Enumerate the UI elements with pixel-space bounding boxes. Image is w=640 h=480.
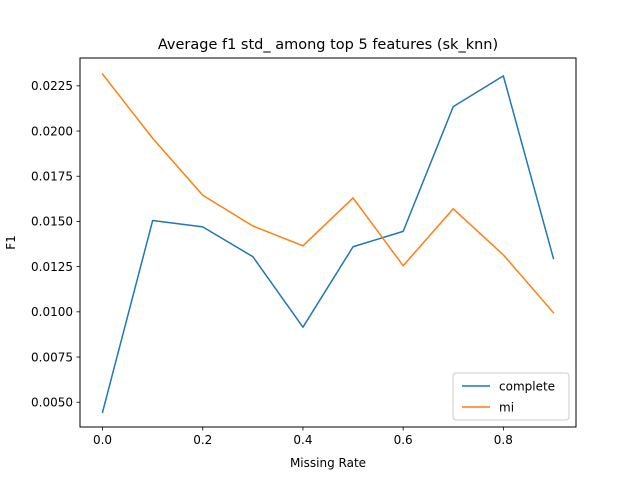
y-axis: 0.0050 0.0075 0.0100 0.0125 0.0150 0.0175 0.02… [31, 79, 80, 410]
y-tick-label: 0.0150 [31, 215, 73, 229]
legend: complete mi [452, 372, 570, 421]
y-tick-label: 0.0050 [31, 396, 73, 410]
legend-label-complete: complete [499, 379, 555, 393]
x-tick-label: 0.8 [494, 433, 513, 447]
y-tick-label: 0.0125 [31, 260, 73, 274]
x-tick-label: 0.4 [293, 433, 312, 447]
x-axis-label: Missing Rate [290, 456, 366, 470]
y-axis-label: F1 [4, 235, 18, 250]
series-line-mi [101, 73, 555, 314]
chart-title: Average f1 std_ among top 5 features (sk… [158, 37, 498, 53]
y-tick-label: 0.0200 [31, 124, 73, 138]
x-tick-label: 0.0 [93, 433, 112, 447]
y-tick-label: 0.0075 [31, 350, 73, 364]
x-tick-label: 0.2 [193, 433, 212, 447]
y-tick-label: 0.0225 [31, 79, 73, 93]
legend-label-mi: mi [499, 400, 514, 414]
x-axis: 0.0 0.2 0.4 0.6 0.8 [93, 427, 513, 447]
legend-box [452, 372, 570, 421]
y-tick-label: 0.0100 [31, 305, 73, 319]
series-line-complete [101, 75, 555, 414]
axes-frame [79, 57, 577, 428]
y-tick-label: 0.0175 [31, 170, 73, 184]
x-tick-label: 0.6 [394, 433, 413, 447]
plot-area [101, 73, 555, 414]
